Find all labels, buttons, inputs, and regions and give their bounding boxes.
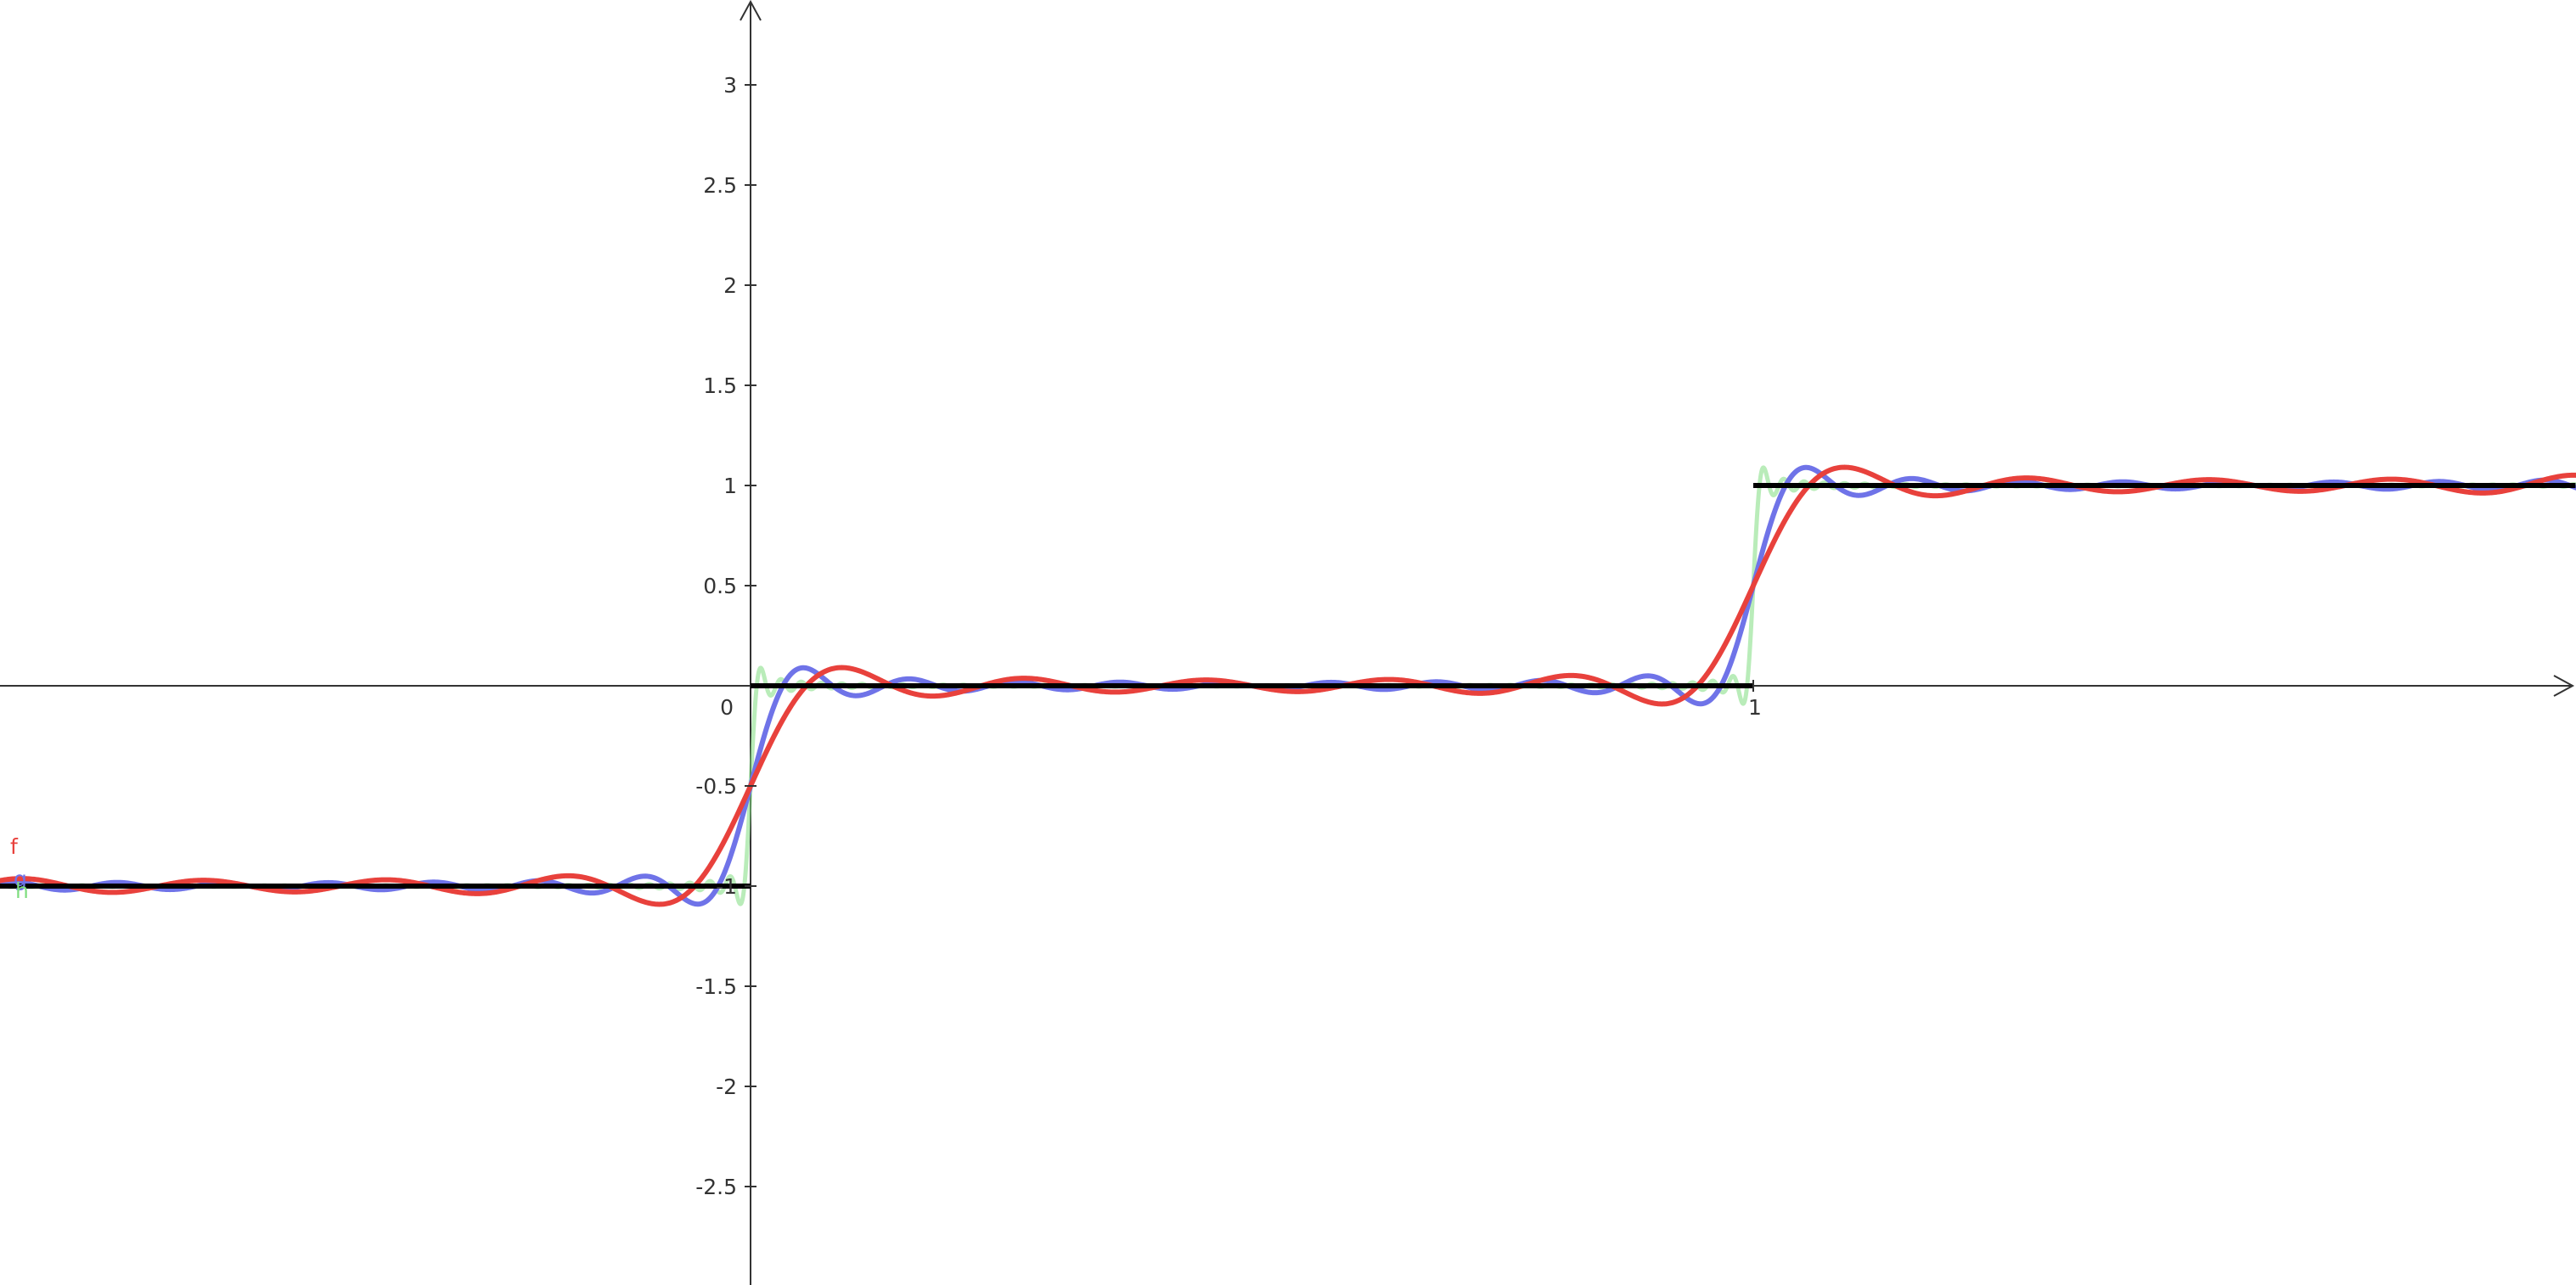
x-axis-arrow: [2553, 675, 2575, 697]
step-function-layer: [0, 483, 2576, 889]
function-label-g[interactable]: g: [14, 867, 27, 891]
y-tick-label: 2.5: [703, 173, 737, 198]
y-tick-label: -1: [716, 874, 737, 899]
function-label-h[interactable]: h: [15, 878, 29, 903]
function-label-f[interactable]: f: [10, 834, 19, 859]
y-tick-label: -1.5: [695, 974, 737, 999]
y-tick-label: 2: [723, 273, 737, 298]
y-axis-arrow: [740, 0, 762, 21]
function-labels: fgh: [10, 834, 29, 903]
x-tick-label: 1: [1748, 695, 1762, 720]
y-tick-label: -2: [716, 1075, 737, 1099]
y-tick-label: 0.5: [703, 574, 737, 598]
y-tick-label: 1.5: [703, 373, 737, 398]
y-tick-label: -2.5: [695, 1175, 737, 1199]
origin-label: 0: [720, 695, 734, 720]
y-tick-label: 3: [723, 73, 737, 98]
y-tick-label: -0.5: [695, 774, 737, 799]
y-tick-label: 1: [723, 474, 737, 498]
tick-labels: -2.5 -2 -1.5 -1 -0.5 0.5 1 1.5 2 2.5 3 0 1: [695, 73, 1762, 1199]
